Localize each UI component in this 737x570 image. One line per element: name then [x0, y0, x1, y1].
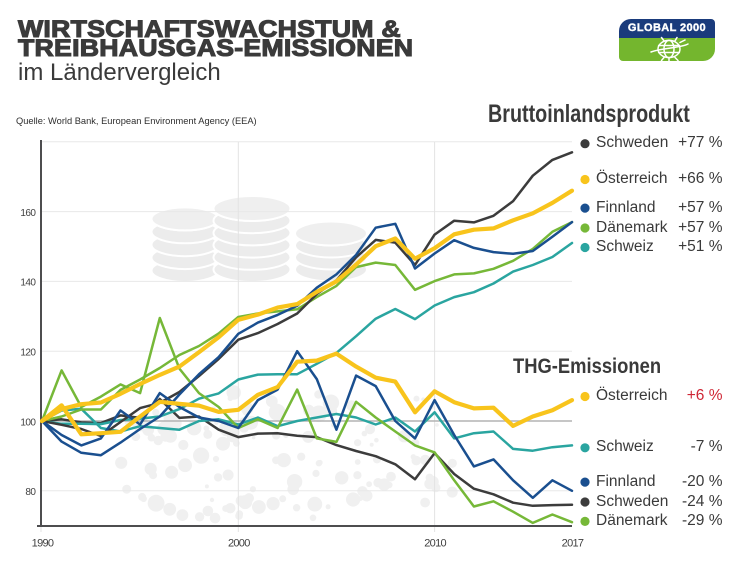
svg-text:1990: 1990: [32, 538, 54, 550]
svg-text:80: 80: [25, 487, 36, 498]
svg-text:100: 100: [20, 417, 36, 428]
svg-text:2010: 2010: [424, 538, 446, 550]
svg-text:140: 140: [20, 278, 36, 289]
svg-text:2000: 2000: [228, 538, 250, 550]
svg-text:160: 160: [20, 208, 36, 219]
svg-text:120: 120: [20, 348, 36, 359]
svg-text:2017: 2017: [562, 538, 584, 550]
